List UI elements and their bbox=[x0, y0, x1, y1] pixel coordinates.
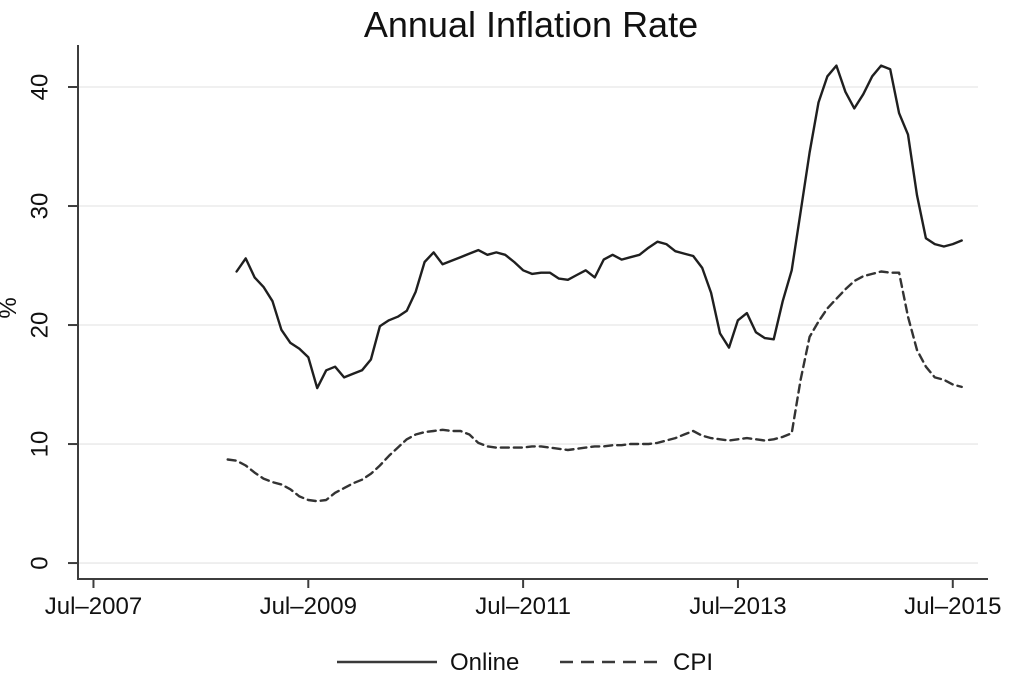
x-axis-ticks: Jul–2007 Jul–2009 Jul–2011 Jul–2013 Jul–2015 bbox=[45, 579, 1001, 620]
x-tick-label: Jul–2013 bbox=[689, 593, 786, 620]
x-tick-label: Jul–2011 bbox=[475, 593, 571, 620]
gridlines bbox=[78, 86, 978, 564]
cpi-series-line bbox=[226, 270, 963, 503]
y-tick-label: 10 bbox=[27, 431, 54, 458]
x-tick-label: Jul–2007 bbox=[45, 593, 142, 620]
y-axis-label: % bbox=[0, 297, 22, 318]
legend-cpi-label: CPI bbox=[673, 649, 713, 676]
y-tick-label: 20 bbox=[27, 312, 54, 339]
online-series-line bbox=[235, 64, 963, 390]
series-lines bbox=[226, 64, 963, 503]
y-tick-label: 40 bbox=[27, 74, 54, 101]
x-tick-label: Jul–2009 bbox=[260, 593, 357, 620]
y-tick-label: 30 bbox=[27, 193, 54, 220]
legend-online-label: Online bbox=[450, 649, 519, 676]
y-tick-label: 0 bbox=[27, 556, 54, 569]
legend: Online CPI bbox=[337, 649, 713, 676]
chart-title: Annual Inflation Rate bbox=[364, 4, 698, 45]
y-axis-ticks: 0 10 20 30 40 bbox=[27, 74, 78, 570]
x-tick-label: Jul–2015 bbox=[904, 593, 1001, 620]
